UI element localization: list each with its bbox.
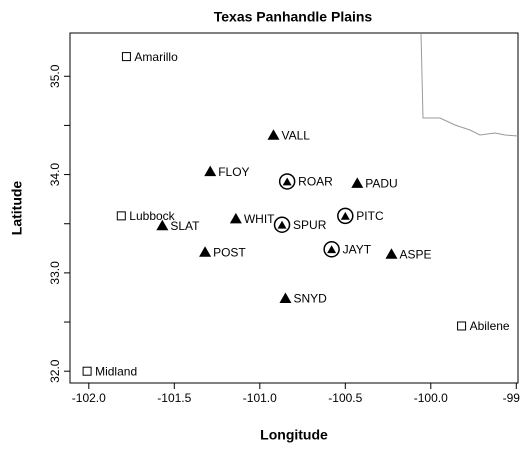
station-marker <box>351 177 364 188</box>
x-tick-label: -100.0 <box>414 391 448 405</box>
state-boundary <box>420 32 519 137</box>
x-tick-label: -101.0 <box>243 391 277 405</box>
x-tick-label: -102.0 <box>72 391 106 405</box>
point-label: SNYD <box>293 292 327 306</box>
point-label: JAYT <box>343 242 372 256</box>
y-axis-label: Latitude <box>9 181 25 236</box>
point-label: PADU <box>365 177 397 191</box>
point-label: SPUR <box>293 218 327 232</box>
station-marker <box>199 246 212 257</box>
circled-station-marker <box>337 207 354 225</box>
point-label: Midland <box>95 364 137 378</box>
y-tick-label: 33.0 <box>48 261 62 285</box>
station-marker <box>267 129 280 140</box>
station-marker <box>229 212 242 224</box>
y-tick-label: 35.0 <box>48 64 62 88</box>
point-label: PITC <box>356 209 384 223</box>
x-tick-label: -100.5 <box>328 391 362 405</box>
x-axis-label: Longitude <box>260 427 328 443</box>
station-marker <box>156 219 169 231</box>
circled-station-marker <box>323 241 340 258</box>
point-label: FLOY <box>218 165 249 179</box>
circled-station-marker <box>278 173 296 190</box>
y-tick-label: 34.0 <box>48 163 62 187</box>
point-label: Lubbock <box>129 209 175 223</box>
station-marker <box>385 248 398 259</box>
y-tick-label: 32.0 <box>48 359 62 383</box>
x-tick-label: -101.5 <box>157 391 191 405</box>
point-label: WHIT <box>244 212 275 226</box>
city-marker <box>116 211 126 221</box>
station-marker <box>279 292 292 303</box>
city-marker <box>457 321 467 331</box>
point-label: ASPE <box>399 247 431 261</box>
city-marker <box>121 52 131 62</box>
point-label: ROAR <box>298 175 333 189</box>
point-label: Abilene <box>470 319 510 333</box>
station-marker <box>204 165 217 177</box>
point-label: SLAT <box>170 219 200 233</box>
x-tick-label: -99.5 <box>503 391 521 405</box>
point-label: Amarillo <box>134 50 178 64</box>
plot-frame <box>69 32 519 384</box>
circled-station-marker <box>273 216 291 233</box>
point-label: VALL <box>281 128 310 142</box>
point-label: POST <box>213 245 246 259</box>
city-marker <box>82 366 92 376</box>
chart-title: Texas Panhandle Plains <box>214 9 373 25</box>
